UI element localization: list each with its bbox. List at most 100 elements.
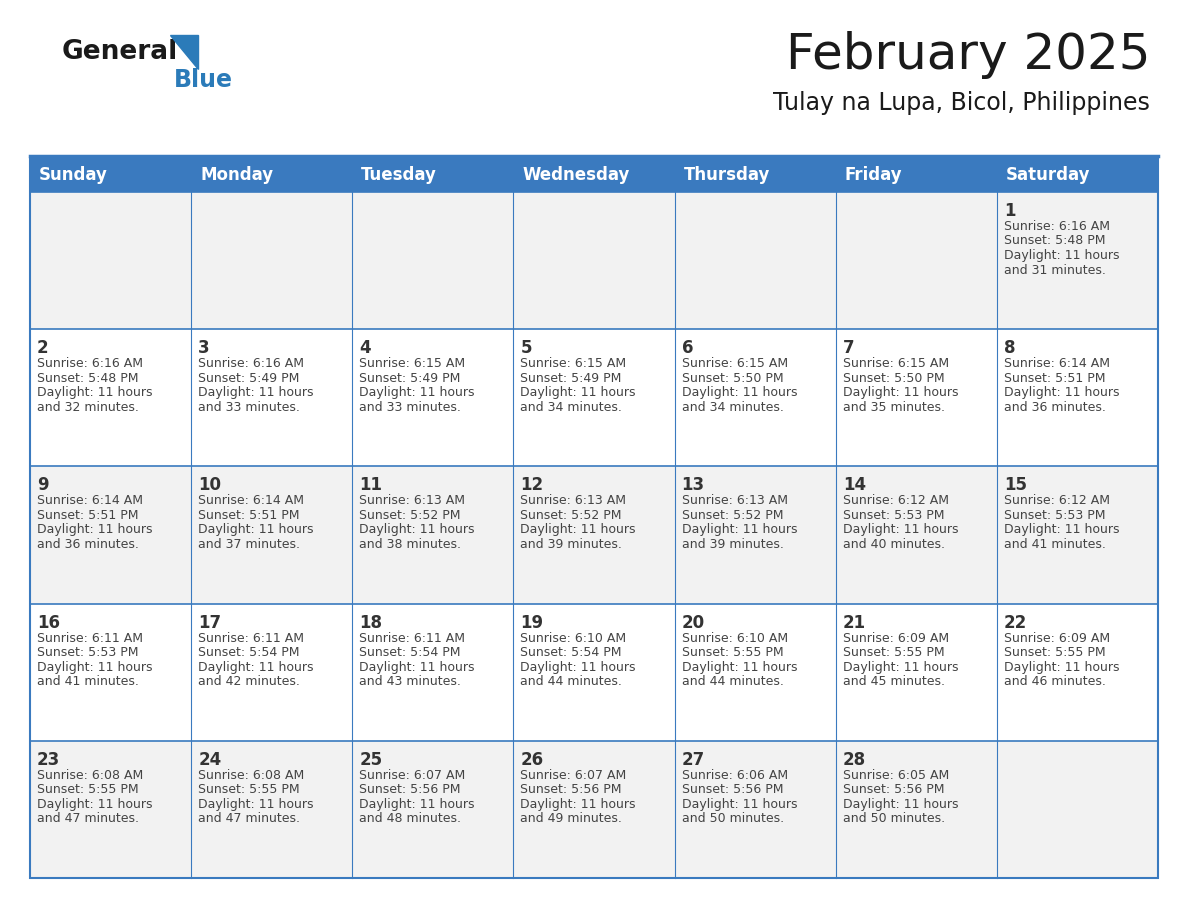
Text: Sunset: 5:55 PM: Sunset: 5:55 PM	[682, 646, 783, 659]
Text: Sunset: 5:52 PM: Sunset: 5:52 PM	[520, 509, 623, 522]
Text: Sunrise: 6:13 AM: Sunrise: 6:13 AM	[520, 495, 626, 508]
Bar	[30, 330, 1158, 466]
Text: Sunrise: 6:14 AM: Sunrise: 6:14 AM	[37, 495, 143, 508]
Text: Sunrise: 6:07 AM: Sunrise: 6:07 AM	[520, 768, 627, 782]
Text: Tuesday: Tuesday	[361, 166, 437, 184]
Text: and 50 minutes.: and 50 minutes.	[842, 812, 944, 825]
Text: and 35 minutes.: and 35 minutes.	[842, 400, 944, 414]
Text: 16: 16	[37, 613, 61, 632]
Text: Thursday: Thursday	[683, 166, 770, 184]
Text: Daylight: 11 hours: Daylight: 11 hours	[520, 523, 636, 536]
Text: Sunset: 5:55 PM: Sunset: 5:55 PM	[842, 646, 944, 659]
Text: 18: 18	[359, 613, 383, 632]
Text: and 47 minutes.: and 47 minutes.	[198, 812, 301, 825]
Text: Daylight: 11 hours: Daylight: 11 hours	[682, 798, 797, 811]
Text: 9: 9	[37, 476, 49, 495]
Text: Sunrise: 6:10 AM: Sunrise: 6:10 AM	[520, 632, 626, 644]
Text: Wednesday: Wednesday	[523, 166, 630, 184]
Text: and 46 minutes.: and 46 minutes.	[1004, 675, 1106, 688]
Text: and 49 minutes.: and 49 minutes.	[520, 812, 623, 825]
Text: 28: 28	[842, 751, 866, 768]
Text: and 33 minutes.: and 33 minutes.	[359, 400, 461, 414]
Text: Daylight: 11 hours: Daylight: 11 hours	[842, 661, 959, 674]
Text: Sunrise: 6:12 AM: Sunrise: 6:12 AM	[1004, 495, 1110, 508]
Text: 7: 7	[842, 339, 854, 357]
Text: Sunset: 5:55 PM: Sunset: 5:55 PM	[37, 783, 139, 796]
Text: 3: 3	[198, 339, 210, 357]
Text: 1: 1	[1004, 202, 1016, 220]
Bar	[513, 158, 675, 192]
Text: Sunrise: 6:15 AM: Sunrise: 6:15 AM	[682, 357, 788, 370]
Text: and 45 minutes.: and 45 minutes.	[842, 675, 944, 688]
Text: Blue: Blue	[173, 68, 233, 92]
Text: Sunrise: 6:08 AM: Sunrise: 6:08 AM	[198, 768, 304, 782]
Text: 13: 13	[682, 476, 704, 495]
Text: Sunrise: 6:07 AM: Sunrise: 6:07 AM	[359, 768, 466, 782]
Text: Tulay na Lupa, Bicol, Philippines: Tulay na Lupa, Bicol, Philippines	[773, 91, 1150, 115]
Text: Daylight: 11 hours: Daylight: 11 hours	[359, 386, 475, 399]
Text: Sunrise: 6:16 AM: Sunrise: 6:16 AM	[198, 357, 304, 370]
Text: and 40 minutes.: and 40 minutes.	[842, 538, 944, 551]
Text: Sunrise: 6:14 AM: Sunrise: 6:14 AM	[198, 495, 304, 508]
Text: Sunset: 5:51 PM: Sunset: 5:51 PM	[1004, 372, 1105, 385]
Text: Sunset: 5:53 PM: Sunset: 5:53 PM	[842, 509, 944, 522]
Text: Sunset: 5:53 PM: Sunset: 5:53 PM	[1004, 509, 1105, 522]
Text: Daylight: 11 hours: Daylight: 11 hours	[682, 386, 797, 399]
Text: Sunset: 5:48 PM: Sunset: 5:48 PM	[1004, 234, 1105, 248]
Text: Sunrise: 6:12 AM: Sunrise: 6:12 AM	[842, 495, 949, 508]
Text: Sunrise: 6:10 AM: Sunrise: 6:10 AM	[682, 632, 788, 644]
Text: Daylight: 11 hours: Daylight: 11 hours	[1004, 661, 1119, 674]
Bar	[997, 158, 1158, 192]
Text: Sunrise: 6:06 AM: Sunrise: 6:06 AM	[682, 768, 788, 782]
Text: and 34 minutes.: and 34 minutes.	[520, 400, 623, 414]
Text: Sunrise: 6:09 AM: Sunrise: 6:09 AM	[1004, 632, 1110, 644]
Text: Sunset: 5:53 PM: Sunset: 5:53 PM	[37, 646, 139, 659]
Text: and 41 minutes.: and 41 minutes.	[1004, 538, 1106, 551]
Text: Sunset: 5:54 PM: Sunset: 5:54 PM	[359, 646, 461, 659]
Bar	[675, 158, 835, 192]
Text: Daylight: 11 hours: Daylight: 11 hours	[359, 661, 475, 674]
Text: February 2025: February 2025	[785, 31, 1150, 79]
Text: Saturday: Saturday	[1006, 166, 1091, 184]
Text: Daylight: 11 hours: Daylight: 11 hours	[198, 798, 314, 811]
Text: 4: 4	[359, 339, 371, 357]
Text: Sunday: Sunday	[39, 166, 108, 184]
Text: 12: 12	[520, 476, 544, 495]
Text: Sunrise: 6:11 AM: Sunrise: 6:11 AM	[37, 632, 143, 644]
Text: Sunset: 5:56 PM: Sunset: 5:56 PM	[520, 783, 623, 796]
Text: and 50 minutes.: and 50 minutes.	[682, 812, 784, 825]
Text: and 36 minutes.: and 36 minutes.	[1004, 400, 1106, 414]
Text: 2: 2	[37, 339, 49, 357]
Text: and 36 minutes.: and 36 minutes.	[37, 538, 139, 551]
Text: Sunset: 5:56 PM: Sunset: 5:56 PM	[842, 783, 944, 796]
Text: Daylight: 11 hours: Daylight: 11 hours	[520, 386, 636, 399]
Text: Daylight: 11 hours: Daylight: 11 hours	[37, 386, 152, 399]
Text: 25: 25	[359, 751, 383, 768]
Text: Sunset: 5:52 PM: Sunset: 5:52 PM	[359, 509, 461, 522]
Bar	[30, 158, 1158, 878]
Text: and 37 minutes.: and 37 minutes.	[198, 538, 301, 551]
Text: Monday: Monday	[200, 166, 273, 184]
Text: Sunrise: 6:16 AM: Sunrise: 6:16 AM	[37, 357, 143, 370]
Text: Sunset: 5:51 PM: Sunset: 5:51 PM	[37, 509, 139, 522]
Text: and 39 minutes.: and 39 minutes.	[520, 538, 623, 551]
Text: Daylight: 11 hours: Daylight: 11 hours	[682, 661, 797, 674]
Text: Sunrise: 6:08 AM: Sunrise: 6:08 AM	[37, 768, 144, 782]
Text: Sunrise: 6:13 AM: Sunrise: 6:13 AM	[682, 495, 788, 508]
Text: Sunset: 5:50 PM: Sunset: 5:50 PM	[682, 372, 783, 385]
Text: 23: 23	[37, 751, 61, 768]
Text: Daylight: 11 hours: Daylight: 11 hours	[359, 523, 475, 536]
Text: Sunset: 5:49 PM: Sunset: 5:49 PM	[520, 372, 621, 385]
Text: Daylight: 11 hours: Daylight: 11 hours	[1004, 386, 1119, 399]
Text: Sunrise: 6:11 AM: Sunrise: 6:11 AM	[198, 632, 304, 644]
Text: Sunrise: 6:05 AM: Sunrise: 6:05 AM	[842, 768, 949, 782]
Bar	[30, 604, 1158, 741]
Text: Daylight: 11 hours: Daylight: 11 hours	[682, 523, 797, 536]
Text: and 43 minutes.: and 43 minutes.	[359, 675, 461, 688]
Text: Daylight: 11 hours: Daylight: 11 hours	[520, 798, 636, 811]
Text: 11: 11	[359, 476, 383, 495]
Text: Sunrise: 6:11 AM: Sunrise: 6:11 AM	[359, 632, 466, 644]
Text: 6: 6	[682, 339, 693, 357]
Text: Sunset: 5:48 PM: Sunset: 5:48 PM	[37, 372, 139, 385]
Text: Daylight: 11 hours: Daylight: 11 hours	[842, 386, 959, 399]
